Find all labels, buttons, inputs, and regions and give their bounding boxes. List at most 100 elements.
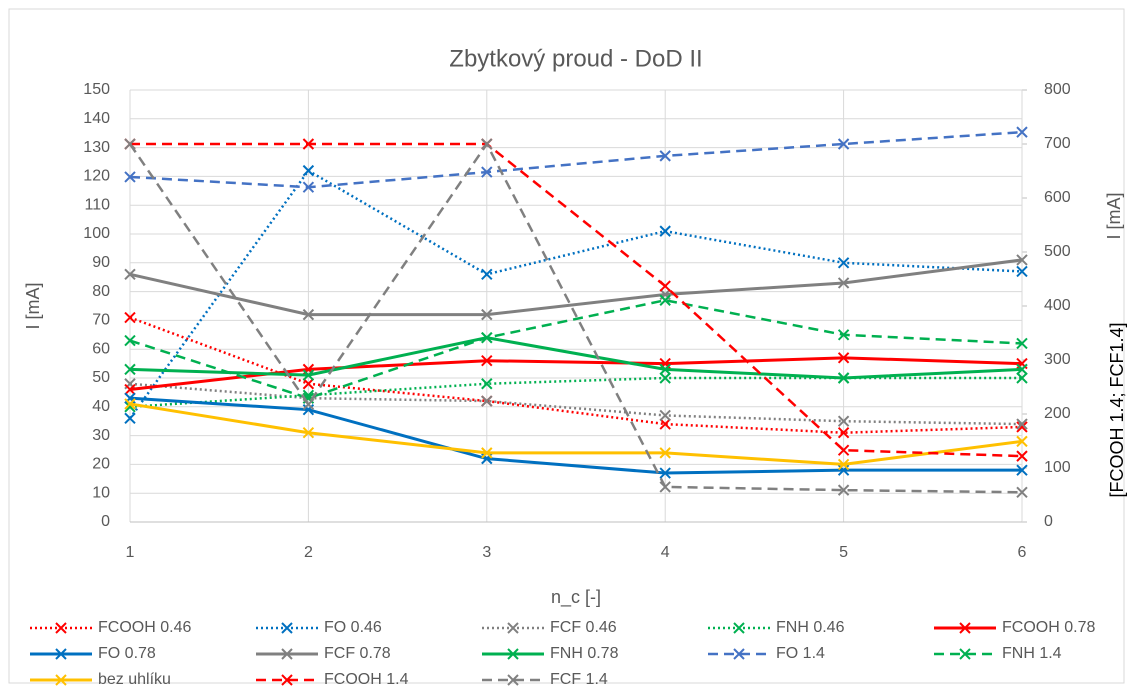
marker	[124, 383, 136, 396]
y2-tick-label: 500	[1044, 243, 1071, 260]
marker	[659, 418, 671, 430]
marker	[507, 622, 519, 634]
y-tick-label: 40	[92, 398, 110, 415]
marker	[1016, 265, 1028, 278]
marker	[837, 484, 850, 496]
marker	[124, 334, 136, 347]
marker	[281, 648, 293, 660]
marker	[837, 458, 850, 471]
y2-tick-label: 100	[1044, 459, 1071, 476]
y-tick-label: 0	[101, 513, 110, 530]
legend-label: FCOOH 1.4	[324, 671, 409, 688]
x-tick-label: 2	[304, 544, 313, 561]
marker	[1016, 450, 1028, 462]
marker	[1016, 486, 1028, 499]
y2-tick-label: 200	[1044, 405, 1071, 422]
marker	[55, 622, 67, 634]
marker	[733, 648, 745, 660]
y-tick-label: 120	[83, 168, 110, 185]
legend-label: FCOOH 0.46	[98, 619, 191, 636]
marker	[281, 622, 293, 634]
marker	[302, 398, 315, 410]
y2-tick-label: 600	[1044, 189, 1071, 206]
marker	[481, 308, 493, 321]
marker	[733, 622, 745, 634]
legend-label: FO 0.78	[98, 645, 156, 662]
marker	[481, 447, 493, 459]
y2-axis-label: I [mA]	[1104, 192, 1124, 239]
marker	[507, 648, 519, 660]
marker	[837, 329, 850, 341]
marker	[659, 467, 671, 479]
marker	[302, 181, 315, 193]
y-tick-label: 130	[83, 139, 110, 156]
marker	[302, 369, 315, 381]
legend-label: FNH 1.4	[1002, 645, 1062, 662]
marker	[1016, 418, 1028, 430]
legend-label: FCOOH 0.78	[1002, 619, 1095, 636]
marker	[124, 138, 136, 150]
marker	[507, 674, 519, 686]
series-line	[129, 382, 1023, 426]
y-tick-label: 80	[92, 283, 110, 300]
marker	[481, 138, 493, 150]
marker	[302, 427, 315, 439]
marker	[837, 257, 850, 269]
y-tick-label: 50	[92, 369, 110, 386]
marker	[837, 372, 850, 384]
marker	[124, 412, 136, 425]
y2-tick-label: 700	[1044, 135, 1071, 152]
series-line	[128, 168, 1023, 420]
x-tick-label: 5	[839, 544, 848, 561]
series-line	[129, 402, 1023, 466]
marker	[124, 398, 136, 410]
legend-label: FCF 0.78	[324, 645, 391, 662]
marker	[959, 622, 971, 634]
marker	[1016, 337, 1028, 350]
marker	[659, 447, 671, 459]
series-line	[130, 142, 1023, 458]
y2-tick-label: 300	[1044, 351, 1071, 368]
y-tick-label: 140	[83, 110, 110, 127]
x-tick-label: 3	[482, 544, 491, 561]
marker	[837, 444, 850, 456]
x-tick-label: 4	[661, 544, 670, 561]
marker	[837, 138, 850, 150]
marker	[837, 277, 850, 289]
y-tick-label: 20	[92, 456, 110, 473]
y2-tick-label: 800	[1044, 81, 1071, 98]
legend-label: bez uhlíku	[98, 671, 171, 688]
marker	[837, 427, 850, 439]
marker	[1016, 126, 1028, 138]
marker	[659, 409, 671, 422]
marker	[481, 355, 493, 367]
y-tick-label: 100	[83, 225, 110, 242]
marker	[837, 415, 850, 427]
marker	[1016, 363, 1028, 376]
series-line	[129, 130, 1023, 189]
marker	[659, 280, 671, 292]
marker	[659, 481, 671, 493]
y2-tick-label: 400	[1044, 297, 1071, 314]
marker	[302, 164, 315, 177]
series-line	[129, 396, 1022, 475]
legend-label: FCF 1.4	[550, 671, 608, 688]
series-line	[128, 141, 1023, 494]
y-tick-label: 70	[92, 312, 110, 329]
x-tick-label: 1	[126, 544, 135, 561]
series-line	[129, 336, 1023, 380]
marker	[281, 674, 293, 686]
y-tick-label: 110	[84, 196, 110, 213]
y-tick-label: 60	[92, 340, 110, 357]
marker	[302, 138, 315, 150]
y-tick-label: 90	[92, 254, 110, 271]
legend-label: FCF 0.46	[550, 619, 617, 636]
marker	[1016, 435, 1028, 448]
marker	[124, 363, 136, 376]
marker	[55, 674, 67, 686]
marker	[481, 395, 493, 407]
marker	[302, 378, 315, 390]
marker	[659, 294, 671, 306]
chart-border	[8, 8, 1125, 684]
marker	[959, 648, 971, 660]
